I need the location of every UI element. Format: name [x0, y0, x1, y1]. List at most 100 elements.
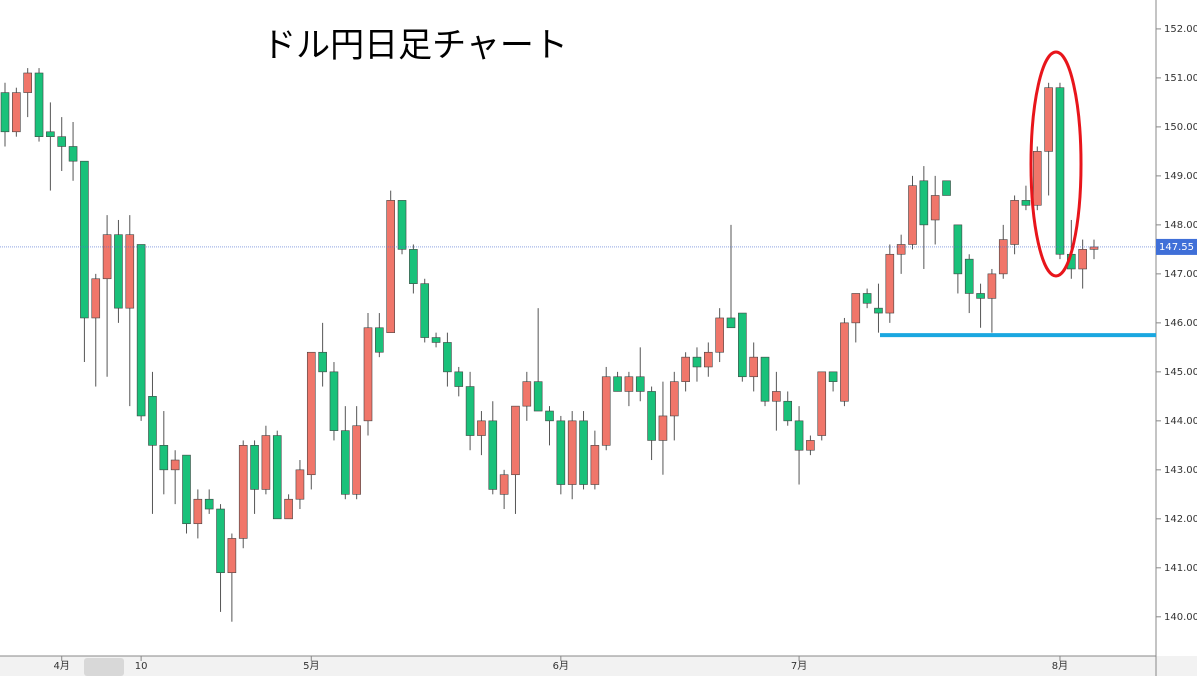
candle-body: [159, 445, 169, 471]
candle-body: [465, 386, 475, 436]
candle-body: [726, 317, 736, 329]
candle-body: [964, 258, 974, 294]
candle-body: [1010, 200, 1019, 245]
x-tick-label: 8月: [1052, 660, 1068, 672]
candle-body: [57, 136, 67, 147]
candle-body: [930, 195, 940, 221]
x-tick-label: 7月: [791, 660, 807, 672]
scroll-icon[interactable]: [84, 658, 124, 676]
candle-body: [760, 356, 770, 402]
candle-body: [91, 278, 101, 319]
candle-body: [499, 474, 509, 495]
candle-body: [352, 425, 361, 495]
candle-body: [375, 327, 384, 353]
candle-body: [533, 381, 543, 412]
candle-body: [511, 405, 520, 476]
x-tick-label: 5月: [303, 660, 319, 672]
candle-body: [976, 293, 985, 299]
candle-body: [885, 253, 895, 314]
y-tick-label: 152.00: [1164, 24, 1197, 35]
candle-body: [431, 337, 441, 343]
y-tick-label: 141.00: [1164, 563, 1197, 574]
x-tick-label: 6月: [553, 660, 569, 672]
candle-body: [1044, 87, 1053, 152]
candle-body: [12, 92, 21, 133]
y-tick-label: 150.00: [1164, 122, 1197, 133]
candle-body: [715, 317, 724, 353]
candle-body: [409, 249, 418, 284]
candle-body: [998, 239, 1008, 275]
candle-body: [170, 459, 180, 471]
candle-body: [828, 371, 838, 382]
candle-body: [647, 391, 656, 441]
highlight-ellipse: [1029, 50, 1083, 278]
y-tick-label: 147.00: [1164, 269, 1197, 280]
candle-body: [783, 400, 793, 422]
candle-body: [477, 420, 486, 436]
candle-body: [749, 356, 758, 378]
candle-body: [443, 342, 452, 373]
candle-body: [908, 185, 917, 245]
candle-body: [238, 445, 248, 539]
candle-body: [284, 498, 293, 520]
candle-body: [851, 293, 861, 324]
candle-body: [817, 371, 827, 436]
candle-body: [397, 200, 407, 250]
candle-body: [295, 469, 305, 500]
candle-body: [250, 445, 259, 490]
candle-body: [1089, 246, 1099, 250]
candle-body: [0, 92, 10, 133]
y-tick-label: 144.00: [1164, 416, 1197, 427]
candle-body: [681, 356, 690, 382]
candle-body: [556, 420, 566, 485]
candle-body: [567, 420, 577, 485]
last-price-box: [1156, 238, 1197, 255]
candle-body: [669, 381, 679, 417]
candle-body: [454, 371, 464, 387]
x-tick-label: 10: [135, 661, 148, 672]
candle-body: [216, 508, 225, 574]
candle-body: [272, 435, 282, 520]
y-tick-label: 149.00: [1164, 171, 1197, 182]
candle-body: [1032, 151, 1042, 206]
candle-body: [840, 322, 849, 402]
candle-body: [148, 396, 157, 446]
y-tick-label: 148.00: [1164, 220, 1197, 231]
candle-body: [635, 376, 645, 392]
candle-body: [624, 376, 634, 392]
candle-body: [261, 435, 271, 490]
candle-body: [942, 180, 951, 196]
candle-body: [102, 234, 112, 280]
y-tick-label: 142.00: [1164, 514, 1197, 525]
candle-body: [23, 72, 32, 93]
y-tick-label: 145.00: [1164, 367, 1197, 378]
candle-body: [613, 376, 622, 392]
candle-body: [204, 498, 214, 510]
candle-body: [80, 160, 89, 319]
candle-body: [34, 72, 44, 137]
candle-body: [772, 391, 781, 402]
candle-body: [68, 146, 78, 162]
y-tick-label: 143.00: [1164, 465, 1197, 476]
candle-body: [1078, 249, 1087, 270]
candle-body: [193, 498, 203, 525]
candle-body: [1055, 87, 1065, 255]
candle-body: [488, 420, 498, 490]
last-price-label: 147.55: [1159, 242, 1194, 253]
candle-body: [227, 538, 237, 574]
x-tick-label: 4月: [54, 660, 70, 672]
candle-body: [601, 376, 611, 446]
candle-body: [874, 307, 883, 314]
candle-body: [341, 430, 350, 495]
candle-body: [182, 454, 191, 525]
candle-body: [896, 244, 906, 255]
candle-body: [919, 180, 929, 226]
candle-body: [306, 351, 316, 476]
candle-body: [420, 283, 430, 338]
candle-body: [692, 356, 702, 368]
candle-body: [579, 420, 588, 485]
candle-body: [738, 312, 747, 378]
candle-body: [590, 445, 600, 485]
x-axis-band: [0, 656, 1197, 676]
